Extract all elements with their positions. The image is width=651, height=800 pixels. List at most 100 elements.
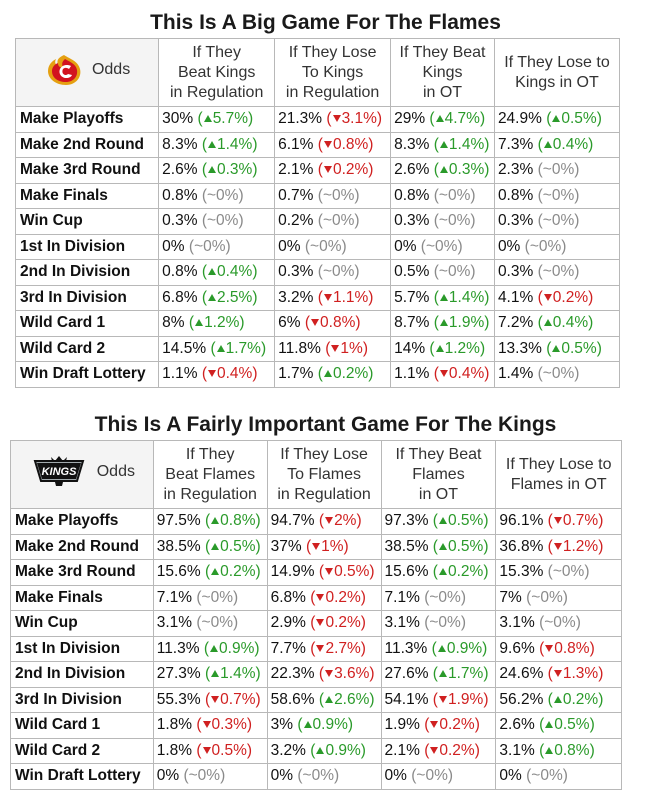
odds-change: (0.5%): [539, 716, 595, 734]
triangle-down-icon: [202, 721, 211, 729]
odds-value: 0.3%: [394, 212, 430, 230]
odds-change: (0.2%): [310, 614, 366, 632]
odds-value: 97.3%: [384, 512, 429, 530]
odds-delta: 1.2%: [444, 339, 480, 357]
triangle-down-icon: [332, 115, 341, 123]
odds-delta: ~0%: [310, 237, 342, 255]
odds-delta: 0.8%: [332, 135, 369, 153]
odds-value: 1.7%: [278, 365, 314, 383]
odds-cell: 30% (5.7%): [158, 106, 276, 133]
odds-change: (~0%): [433, 186, 476, 204]
odds-cell: 1.1% (0.4%): [158, 361, 276, 388]
row-label: Make 3rd Round: [10, 559, 154, 586]
odds-cell: 38.5% (0.5%): [152, 533, 268, 560]
triangle-down-icon: [323, 166, 332, 174]
odds-delta: 0.2%: [332, 365, 369, 383]
row-label: 2nd In Division: [14, 259, 160, 286]
triangle-down-icon: [325, 568, 334, 576]
odds-change: (0.2%): [432, 563, 489, 581]
odds-value: 0%: [270, 767, 294, 785]
odds-value: 7.1%: [384, 588, 420, 606]
odds-change: (0.7%): [547, 512, 604, 530]
triangle-down-icon: [553, 670, 562, 678]
table-row: Win Cup 3.1% (~0%) 2.9% (0.2%) 3.1% (~0%) 3.…: [10, 610, 622, 637]
odds-delta: 0.2%: [439, 741, 475, 759]
odds-value: 37%: [270, 537, 302, 555]
kings-header-row: KINGS Odds If They Beat Flames in Regulati…: [10, 440, 622, 509]
odds-delta: 5.7%: [212, 110, 249, 128]
odds-change: (~0%): [183, 767, 226, 785]
odds-cell: 37% (1%): [266, 533, 382, 560]
odds-change: (0.9%): [203, 639, 260, 657]
odds-cell: 2.6% (0.5%): [495, 712, 622, 739]
row-label: 2nd In Division: [10, 661, 154, 688]
odds-delta: ~0%: [438, 263, 471, 281]
odds-change: (1.9%): [433, 314, 490, 332]
table-row: Make 3rd Round 2.6% (0.3%) 2.1% (0.2%) 2.6%…: [14, 157, 621, 184]
table-row: Make 2nd Round 38.5% (0.5%) 37% (1%) 38.5% …: [10, 533, 622, 560]
row-label: Make Finals: [10, 584, 154, 611]
odds-delta: 0.4%: [552, 314, 589, 332]
odds-cell: 3.1% (~0%): [495, 610, 622, 637]
odds-value: 8.3%: [162, 135, 198, 153]
odds-delta: 1.1%: [332, 288, 369, 306]
triangle-up-icon: [438, 568, 447, 576]
table-row: 2nd In Division 27.3% (1.4%) 22.3% (3.6%) 2…: [10, 661, 622, 688]
odds-change: (~0%): [424, 614, 466, 632]
odds-change: (1.2%): [188, 314, 245, 332]
row-label: Wild Card 2: [10, 737, 154, 764]
odds-delta: ~0%: [542, 263, 575, 281]
odds-cell: 0% (~0%): [152, 763, 268, 790]
odds-change: (~0%): [297, 767, 340, 785]
odds-value: 6.1%: [278, 135, 314, 153]
odds-value: 11.3%: [156, 639, 200, 657]
flames-col-beat-ot: If They Beat Kings in OT: [390, 38, 495, 107]
odds-cell: 0.5% (~0%): [390, 259, 495, 286]
triangle-up-icon: [553, 695, 562, 703]
odds-value: 94.7%: [270, 512, 315, 530]
odds-delta: 1.9%: [447, 690, 484, 708]
odds-change: (1.4%): [433, 288, 490, 306]
odds-delta: ~0%: [542, 186, 575, 204]
row-label: Win Draft Lottery: [14, 361, 160, 388]
triangle-up-icon: [316, 746, 325, 754]
triangle-up-icon: [437, 644, 446, 652]
odds-value: 27.6%: [384, 665, 429, 683]
odds-change: (0.8%): [204, 512, 261, 530]
odds-cell: 7.2% (0.4%): [493, 310, 621, 337]
triangle-up-icon: [439, 140, 448, 148]
odds-value: 8.7%: [394, 314, 430, 332]
odds-value: 0.7%: [278, 186, 314, 204]
triangle-up-icon: [438, 542, 447, 550]
table-row: Make Finals 0.8% (~0%) 0.7% (~0%) 0.8% (~0%…: [14, 182, 621, 209]
odds-cell: 22.3% (3.6%): [266, 661, 382, 688]
odds-value: 2.3%: [497, 161, 534, 179]
triangle-down-icon: [323, 140, 332, 148]
odds-delta: 0.9%: [219, 639, 255, 657]
odds-delta: ~0%: [322, 263, 355, 281]
odds-delta: 0.2%: [439, 716, 475, 734]
odds-value: 27.3%: [156, 665, 201, 683]
odds-delta: 0.5%: [220, 537, 256, 555]
odds-cell: 0% (~0%): [266, 763, 382, 790]
row-label: Win Draft Lottery: [10, 763, 154, 790]
odds-value: 15.3%: [499, 563, 544, 581]
odds-value: 24.9%: [497, 110, 542, 128]
odds-change: (0.2%): [204, 563, 261, 581]
odds-cell: 7.7% (2.7%): [266, 635, 382, 662]
row-label: Win Cup: [14, 208, 160, 235]
triangle-down-icon: [323, 293, 332, 301]
odds-cell: 58.6% (2.6%): [266, 686, 382, 713]
triangle-down-icon: [316, 619, 325, 627]
odds-cell: 11.3% (0.9%): [152, 635, 268, 662]
odds-delta: 1.2%: [562, 537, 599, 555]
odds-value: 38.5%: [156, 537, 201, 555]
odds-delta: 0.7%: [220, 690, 256, 708]
odds-delta: 0.7%: [562, 512, 599, 530]
odds-cell: 2.1% (0.2%): [380, 737, 497, 764]
triangle-up-icon: [323, 370, 332, 378]
odds-cell: 27.3% (1.4%): [152, 661, 268, 688]
odds-change: (1%): [325, 339, 368, 357]
odds-change: (0.5%): [318, 563, 375, 581]
triangle-up-icon: [552, 115, 561, 123]
